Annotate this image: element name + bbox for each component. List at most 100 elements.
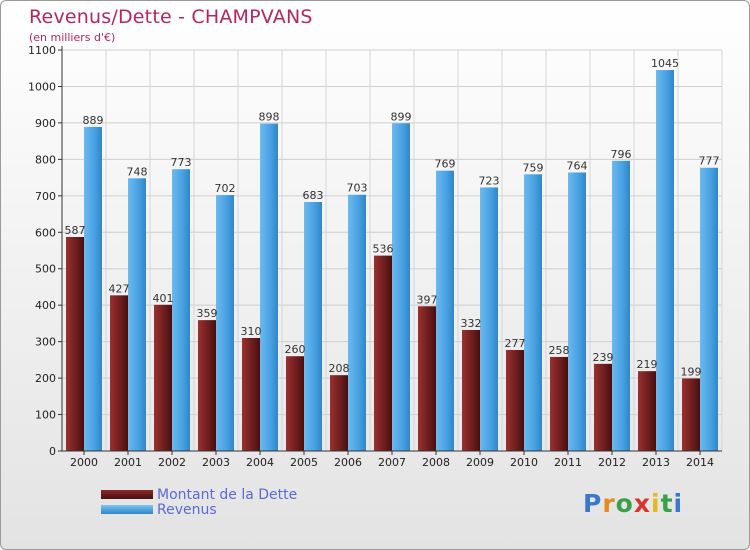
chart-title: Revenus/Dette - CHAMPVANS [29,6,313,28]
x-tick-label: 2011 [554,456,582,469]
data-label-revenue-2005: 683 [303,189,324,202]
data-label-debt-2006: 208 [329,362,350,375]
bar-revenue-2010 [524,174,542,451]
bar-revenue-2005 [304,202,322,451]
data-label-debt-2004: 310 [241,325,262,338]
data-label-debt-2010: 277 [505,337,526,350]
logo-letter: r [602,489,616,518]
data-label-debt-2003: 359 [197,307,218,320]
legend-label-revenue: Revenus [157,501,217,518]
logo-letter: i [673,489,684,518]
proxiti-logo: Proxiti [583,489,683,518]
bar-debt-2003 [198,320,216,451]
bar-debt-2001 [110,295,128,451]
legend-item-revenue: Revenus [101,501,297,518]
bar-debt-2004 [242,337,260,451]
data-label-debt-2000: 587 [65,224,86,237]
legend-item-debt: Montant de la Dette [101,486,298,503]
chart-subtitle: (en milliers d'€) [29,31,116,44]
x-tick-label: 2005 [290,456,318,469]
data-label-revenue-2009: 723 [479,174,500,187]
bar-debt-2013 [638,371,656,451]
y-tick-label: 900 [35,117,56,130]
bar-debt-2006 [330,375,348,451]
bar-debt-2009 [462,329,480,451]
x-tick-label: 2014 [686,456,714,469]
data-label-revenue-2004: 898 [259,111,280,124]
data-label-revenue-2001: 748 [127,165,148,178]
y-tick-label: 1000 [28,80,56,93]
logo-letter: i [651,489,661,518]
bar-revenue-2007 [392,123,410,452]
x-tick-label: 2004 [246,456,274,469]
bar-debt-2000 [66,237,84,451]
bar-debt-2014 [682,378,700,451]
bar-debt-2007 [374,255,392,451]
legend: Montant de la Dette Revenus [101,486,298,518]
y-tick-label: 600 [35,226,56,239]
legend-label-debt: Montant de la Dette [157,486,298,503]
data-label-debt-2009: 332 [461,317,482,330]
y-tick-label: 100 [35,409,56,422]
x-tick-label: 2007 [378,456,406,469]
y-tick-label: 700 [35,190,56,203]
logo-letter: t [660,489,674,518]
bar-revenue-2002 [172,169,190,451]
data-label-revenue-2010: 759 [523,161,544,174]
x-tick-label: 2008 [422,456,450,469]
legend-swatch-debt [101,490,153,499]
bar-revenue-2004 [260,123,278,451]
data-label-revenue-2011: 764 [567,159,588,172]
bar-debt-2011 [550,356,568,451]
bar-revenue-2003 [216,195,234,451]
bar-debt-2005 [286,356,304,451]
y-tick-label: 0 [49,445,56,458]
y-tick-label: 1100 [28,44,56,57]
bar-revenue-2009 [480,187,498,451]
data-label-revenue-2003: 702 [215,182,236,195]
bar-revenue-2012 [612,160,630,451]
bar-debt-2002 [154,304,172,451]
data-label-revenue-2012: 796 [611,148,632,161]
logo-letter: P [583,489,603,518]
y-tick-label: 200 [35,372,56,385]
y-tick-label: 500 [35,263,56,276]
x-tick-label: 2001 [114,456,142,469]
legend-swatch-revenue [101,505,153,514]
bar-debt-2008 [418,306,436,451]
data-label-revenue-2013: 1045 [651,57,679,70]
bar-revenue-2001 [128,178,146,451]
data-label-revenue-2007: 899 [391,110,412,123]
x-tick-label: 2012 [598,456,626,469]
data-label-debt-2008: 397 [417,293,438,306]
logo-letter: o [615,489,634,518]
logo-letter: x [633,489,651,518]
x-tick-label: 2009 [466,456,494,469]
bar-debt-2010 [506,350,524,451]
x-tick-label: 2000 [70,456,98,469]
bar-debt-2012 [594,363,612,451]
data-label-revenue-2008: 769 [435,158,456,171]
data-label-debt-2012: 239 [593,351,614,364]
y-tick-label: 300 [35,336,56,349]
x-tick-label: 2010 [510,456,538,469]
data-label-debt-2011: 258 [549,344,570,357]
x-tick-label: 2006 [334,456,362,469]
data-label-revenue-2006: 703 [347,182,368,195]
bar-revenue-2008 [436,170,454,451]
x-tick-label: 2003 [202,456,230,469]
data-label-debt-2013: 219 [637,358,658,371]
data-label-debt-2007: 536 [373,243,394,256]
y-tick-label: 800 [35,153,56,166]
y-tick-label: 400 [35,299,56,312]
bar-revenue-2013 [656,70,674,452]
data-label-debt-2014: 199 [681,365,702,378]
bar-revenue-2000 [84,126,102,451]
data-label-revenue-2014: 777 [699,155,720,168]
data-label-revenue-2000: 889 [83,114,104,127]
bar-revenue-2011 [568,172,586,451]
x-tick-label: 2013 [642,456,670,469]
bar-revenue-2006 [348,194,366,451]
